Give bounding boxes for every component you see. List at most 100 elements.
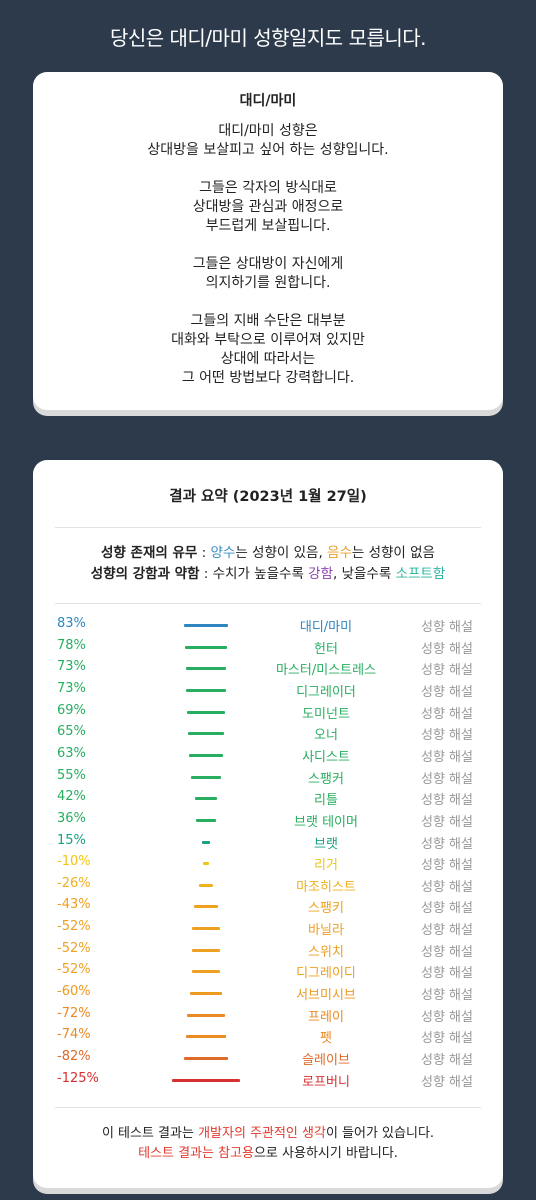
summary-title: 결과 요약 (2023년 1월 27일) <box>169 489 367 505</box>
result-row: -52% 스위치 성향 해설 <box>33 939 503 961</box>
percentage-bar <box>198 883 213 887</box>
percentage-bar <box>186 667 226 671</box>
percentage-bar <box>172 1078 240 1082</box>
percentage-label: -52% <box>57 962 91 978</box>
type-explanation-link[interactable]: 성향 해설 <box>421 1009 473 1025</box>
result-summary-card: 결과 요약 (2023년 1월 27일) 성향 존재의 유무 : 양수는 성향이… <box>33 460 503 1188</box>
result-row: -43% 스팽키 성향 해설 <box>33 895 503 917</box>
result-row: 63% 사디스트 성향 해설 <box>33 744 503 766</box>
type-explanation-link[interactable]: 성향 해설 <box>421 966 473 982</box>
type-explanation-link[interactable]: 성향 해설 <box>421 923 473 939</box>
description-paragraph: 대디/마미 성향은 상대방을 보살피고 싶어 하는 성향입니다. <box>33 122 503 160</box>
type-name-link[interactable]: 스위치 <box>308 944 344 960</box>
type-name-link[interactable]: 프레이 <box>308 1009 344 1025</box>
type-name-link[interactable]: 서브미시브 <box>296 988 356 1004</box>
description-line: 그들은 각자의 방식대로 <box>199 180 337 196</box>
divider <box>55 527 481 528</box>
percentage-bar <box>196 818 216 822</box>
divider <box>55 1107 481 1108</box>
type-name-link[interactable]: 스팽커 <box>308 771 344 787</box>
result-row: 36% 브랫 테이머 성향 해설 <box>33 809 503 831</box>
percentage-label: 78% <box>57 637 86 653</box>
result-row: 69% 도미넌트 성향 해설 <box>33 701 503 723</box>
type-explanation-link[interactable]: 성향 해설 <box>421 663 473 679</box>
type-explanation-link[interactable]: 성향 해설 <box>421 706 473 722</box>
percentage-bar <box>194 797 218 801</box>
type-name-link[interactable]: 헌터 <box>314 641 338 657</box>
percentage-label: 55% <box>57 767 86 783</box>
percentage-label: 83% <box>57 616 86 631</box>
percentage-bar <box>191 970 221 974</box>
headline: 당신은 대디/마미 성향일지도 모릅니다. <box>109 26 427 50</box>
result-row: 42% 리틀 성향 해설 <box>33 787 503 809</box>
type-name-link[interactable]: 바닐라 <box>308 923 344 939</box>
result-row: -82% 슬레이브 성향 해설 <box>33 1047 503 1069</box>
legend: 성향 존재의 유무 : 양수는 성향이 있음, 음수는 성향이 없음 성향의 강… <box>33 543 503 585</box>
type-explanation-link[interactable]: 성향 해설 <box>421 879 473 895</box>
type-name-link[interactable]: 리거 <box>314 858 338 874</box>
type-description: 대디/마미 성향은 상대방을 보살피고 싶어 하는 성향입니다. 그들은 각자의 방… <box>33 122 503 388</box>
type-name-link[interactable]: 사디스트 <box>302 749 350 765</box>
type-explanation-link[interactable]: 성향 해설 <box>421 836 473 852</box>
percentage-label: 73% <box>57 680 86 696</box>
percentage-label: -125% <box>57 1070 99 1086</box>
percentage-label: -82% <box>57 1049 91 1064</box>
type-name-link[interactable]: 도미넌트 <box>302 706 350 722</box>
type-description-card: 대디/마미 대디/마미 성향은 상대방을 보살피고 싶어 하는 성향입니다. 그들은… <box>33 72 503 410</box>
result-row: 15% 브랫 성향 해설 <box>33 831 503 853</box>
type-name-link[interactable]: 디그레이더 <box>296 684 356 700</box>
description-paragraph: 그들은 상대방이 자신에게 의지하기를 원합니다. <box>33 255 503 293</box>
type-name-link[interactable]: 대디/마미 <box>299 620 353 635</box>
result-row: -125% 로프버니 성향 해설 <box>33 1069 503 1091</box>
legend-strength: 성향의 강함과 약함 : 수치가 높을수록 강함, 낮을수록 소프트함 <box>90 566 446 582</box>
type-explanation-link[interactable]: 성향 해설 <box>421 684 473 700</box>
type-name-link[interactable]: 오너 <box>314 728 338 744</box>
description-line: 부드럽게 보살핍니다. <box>205 218 331 234</box>
description-line: 그 어떤 방법보다 강력합니다. <box>181 370 355 386</box>
type-explanation-link[interactable]: 성향 해설 <box>421 814 473 830</box>
type-explanation-link[interactable]: 성향 해설 <box>421 749 473 765</box>
type-explanation-link[interactable]: 성향 해설 <box>421 728 473 744</box>
type-name-link[interactable]: 스팽키 <box>308 901 344 917</box>
percentage-bar <box>189 992 223 996</box>
type-explanation-link[interactable]: 성향 해설 <box>421 620 473 635</box>
type-explanation-link[interactable]: 성향 해설 <box>421 1031 473 1047</box>
percentage-label: 63% <box>57 745 86 761</box>
type-name-link[interactable]: 슬레이브 <box>302 1053 350 1068</box>
type-name-link[interactable]: 리틀 <box>314 793 338 809</box>
description-line: 그들의 지배 수단은 대부분 <box>190 313 346 329</box>
percentage-label: -10% <box>57 854 91 870</box>
type-explanation-link[interactable]: 성향 해설 <box>421 944 473 960</box>
percentage-label: 42% <box>57 789 86 805</box>
type-title: 대디/마미 <box>239 93 297 109</box>
type-explanation-link[interactable]: 성향 해설 <box>421 901 473 917</box>
result-row: 65% 오너 성향 해설 <box>33 722 503 744</box>
type-explanation-link[interactable]: 성향 해설 <box>421 988 473 1004</box>
type-name-link[interactable]: 펫 <box>320 1031 332 1047</box>
percentage-label: -72% <box>57 1005 91 1021</box>
type-name-link[interactable]: 마스터/미스트레스 <box>275 663 377 679</box>
result-row: -10% 리거 성향 해설 <box>33 852 503 874</box>
type-explanation-link[interactable]: 성향 해설 <box>421 793 473 809</box>
type-name-link[interactable]: 마조히스트 <box>296 879 356 895</box>
percentage-label: -60% <box>57 984 91 1000</box>
type-name-link[interactable]: 브랫 테이머 <box>294 814 358 830</box>
description-paragraph: 그들의 지배 수단은 대부분 대화와 부탁으로 이루어져 있지만 상대에 따라서는 그… <box>33 312 503 388</box>
type-explanation-link[interactable]: 성향 해설 <box>421 641 473 657</box>
result-row: 55% 스팽커 성향 해설 <box>33 766 503 788</box>
percentage-label: 69% <box>57 702 86 718</box>
type-name-link[interactable]: 브랫 <box>314 836 338 852</box>
type-name-link[interactable]: 디그레이디 <box>296 966 356 982</box>
percentage-bar <box>183 1057 229 1060</box>
type-name-link[interactable]: 로프버니 <box>302 1074 350 1090</box>
type-explanation-link[interactable]: 성향 해설 <box>421 771 473 787</box>
type-explanation-link[interactable]: 성향 해설 <box>421 1053 473 1068</box>
percentage-bar <box>191 927 221 931</box>
divider <box>55 603 481 604</box>
percentage-bar <box>201 840 211 844</box>
type-explanation-link[interactable]: 성향 해설 <box>421 858 473 874</box>
percentage-bar <box>187 710 225 714</box>
type-explanation-link[interactable]: 성향 해설 <box>421 1074 473 1090</box>
percentage-label: 36% <box>57 810 86 826</box>
description-line: 상대방을 관심과 애정으로 <box>192 199 344 215</box>
